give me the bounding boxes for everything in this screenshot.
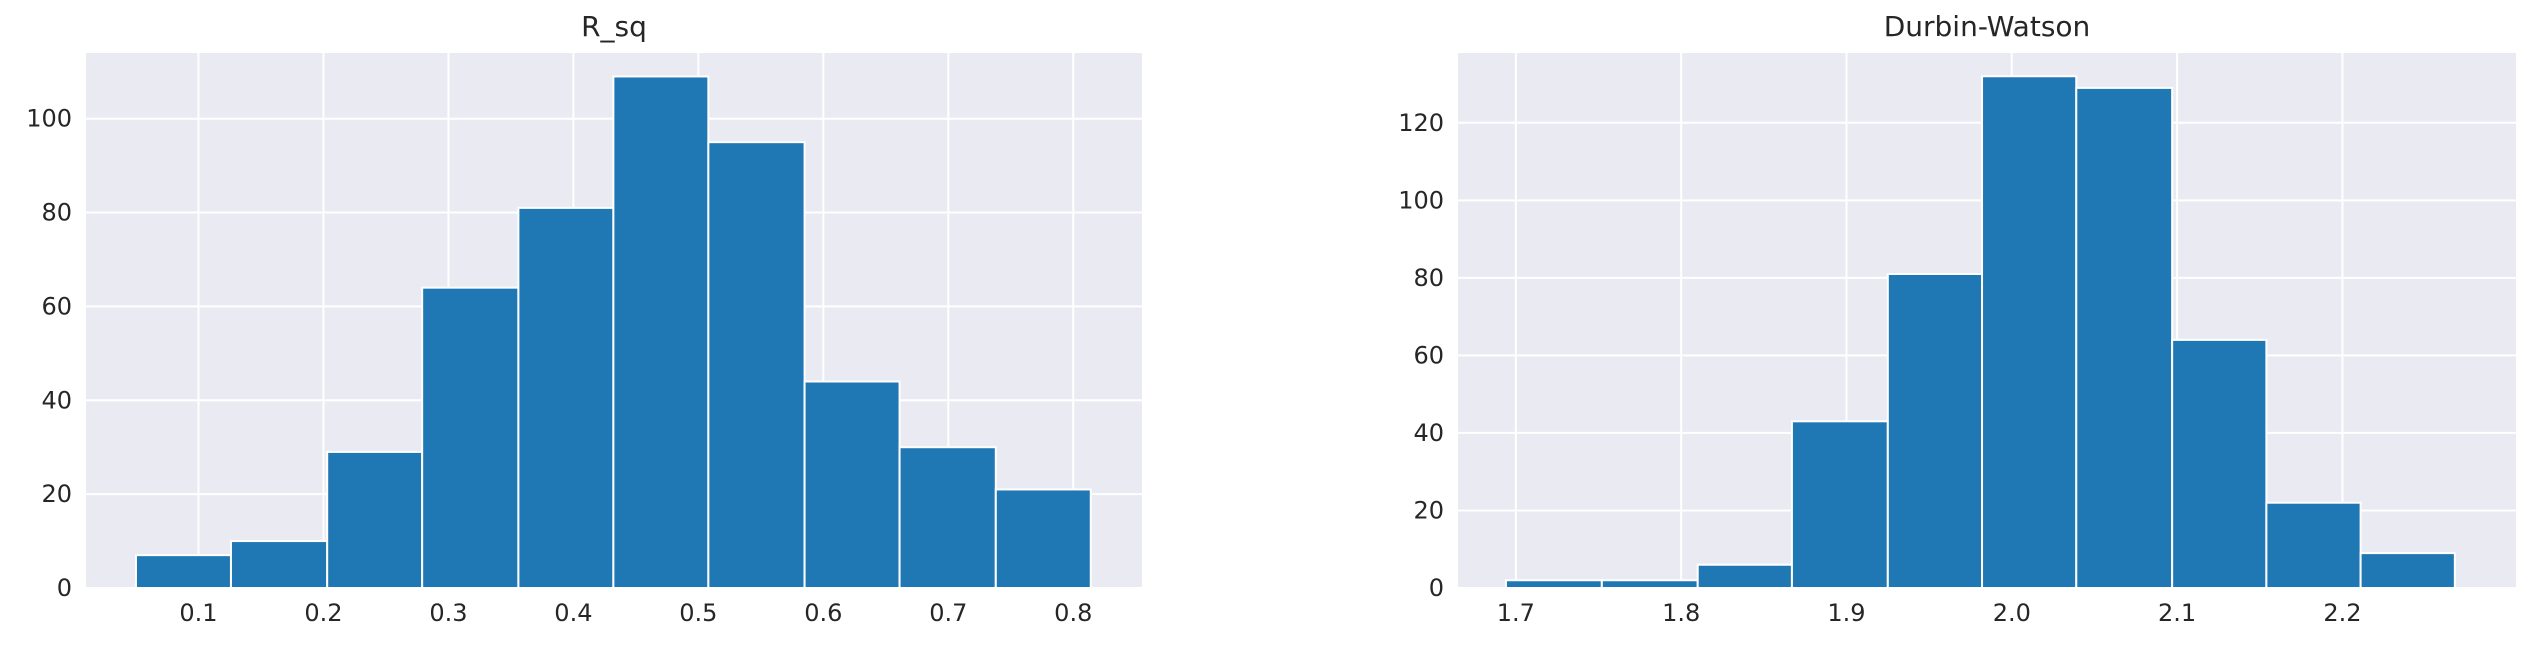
histogram-bar	[2075, 86, 2174, 590]
histogram-bar	[1696, 563, 1793, 590]
histogram-bar	[517, 206, 615, 590]
y-tick-label: 40	[41, 386, 72, 414]
x-tick-label: 0.7	[929, 599, 967, 627]
histogram-bar	[803, 380, 901, 589]
histogram-bar	[994, 488, 1092, 589]
x-tick-label: 0.2	[304, 599, 342, 627]
x-tick-label: 0.5	[679, 599, 717, 627]
y-tick-label: 60	[41, 292, 72, 320]
y-tick-label: 80	[41, 199, 72, 227]
y-tick-label: 40	[1413, 419, 1444, 447]
x-tick-label: 0.6	[804, 599, 842, 627]
x-tick-label: 1.9	[1827, 599, 1865, 627]
histogram-bar	[1600, 579, 1699, 590]
bars-r-sq	[134, 75, 1092, 590]
ticks-r-sq: 0.1 0.2 0.3 0.4 0.5 0.6 0.7 0.8 0 20 40 60 80 100	[26, 105, 1092, 627]
histogram-bar	[421, 286, 520, 589]
x-tick-label: 2.0	[1993, 599, 2031, 627]
histogram-bar	[898, 446, 997, 590]
y-tick-label: 0	[57, 574, 72, 602]
x-tick-label: 0.3	[429, 599, 467, 627]
bars-durbin-watson	[1504, 75, 2456, 590]
y-tick-label: 80	[1413, 264, 1444, 292]
histogram-r-sq: 0.1 0.2 0.3 0.4 0.5 0.6 0.7 0.8 0 20 40 60 80 100 R_s…	[26, 10, 1142, 627]
x-tick-label: 1.8	[1662, 599, 1700, 627]
histogram-bar	[1886, 272, 1984, 589]
histogram-bar	[2171, 338, 2268, 589]
chart-title-r-sq: R_sq	[581, 10, 647, 43]
y-tick-label: 100	[1398, 186, 1444, 214]
histogram-durbin-watson: 1.7 1.8 1.9 2.0 2.1 2.2 0 20 40 60 80 100 120 Durbin…	[1398, 10, 2516, 627]
y-tick-label: 20	[1413, 496, 1444, 524]
histogram-bar	[2359, 552, 2456, 590]
y-tick-label: 60	[1413, 341, 1444, 369]
histogram-bar	[326, 450, 424, 589]
x-tick-label: 0.1	[179, 599, 217, 627]
y-tick-label: 120	[1398, 109, 1444, 137]
histogram-bar	[1790, 420, 1889, 589]
histogram-bar	[1504, 579, 1603, 590]
x-tick-label: 2.1	[2158, 599, 2196, 627]
histogram-bar	[612, 75, 710, 590]
y-tick-label: 20	[41, 480, 72, 508]
histogram-bar	[134, 554, 232, 589]
x-tick-label: 2.2	[2323, 599, 2361, 627]
histogram-bar	[1981, 75, 2078, 590]
chart-title-durbin-watson: Durbin-Watson	[1884, 10, 2091, 43]
histogram-bar	[707, 141, 806, 590]
y-tick-label: 0	[1429, 574, 1444, 602]
x-tick-label: 1.7	[1497, 599, 1535, 627]
y-tick-label: 100	[26, 105, 72, 133]
histogram-bar	[229, 540, 329, 590]
histogram-bar	[2265, 501, 2362, 589]
ticks-durbin-watson: 1.7 1.8 1.9 2.0 2.1 2.2 0 20 40 60 80 100 120	[1398, 109, 2361, 627]
x-tick-label: 0.4	[554, 599, 592, 627]
x-tick-label: 0.8	[1054, 599, 1092, 627]
